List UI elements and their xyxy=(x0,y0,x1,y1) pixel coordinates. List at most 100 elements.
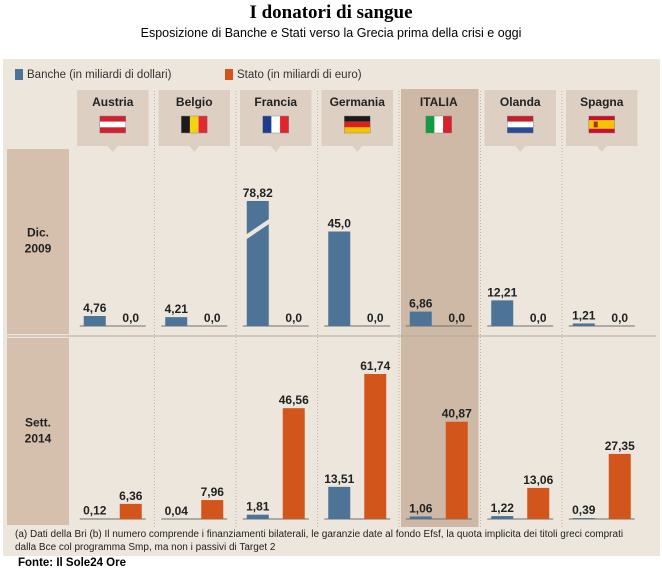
flag-austria xyxy=(99,127,126,133)
country-header-pointer xyxy=(270,146,281,152)
data-label-state: 0,0 xyxy=(204,311,221,325)
country-header-pointer xyxy=(433,146,444,152)
data-label-banks: 4,21 xyxy=(165,302,189,316)
data-label-banks: 78,82 xyxy=(243,186,273,200)
data-label-state: 13,06 xyxy=(523,473,553,487)
flag-france xyxy=(280,116,289,133)
legend-label-state: Stato (in miliardi di euro) xyxy=(237,69,362,81)
bar-banks xyxy=(572,518,595,519)
data-label-state: 0,0 xyxy=(448,311,465,325)
bar-state xyxy=(119,503,142,519)
flag-france xyxy=(262,116,272,133)
country-name: Olanda xyxy=(500,95,541,109)
data-label-state: 40,87 xyxy=(442,407,472,421)
flag-spain xyxy=(593,121,598,128)
data-label-banks: 4,76 xyxy=(83,301,107,315)
country-header-pointer xyxy=(107,146,118,152)
data-label-banks: 1,22 xyxy=(491,501,515,515)
flag-netherlands xyxy=(507,127,534,133)
bar-state xyxy=(282,408,305,519)
data-label-banks: 13,51 xyxy=(324,472,354,486)
footnote: (a) Dati della Bri (b) Il numero compren… xyxy=(15,529,624,553)
flag-germany-border xyxy=(344,115,371,134)
country-name: Austria xyxy=(92,95,134,109)
flag-italy xyxy=(425,116,435,133)
bar-banks xyxy=(491,300,514,326)
bar-banks xyxy=(165,317,188,326)
bar-banks xyxy=(246,201,269,326)
data-label-banks: 1,81 xyxy=(246,500,270,514)
bar-state xyxy=(608,453,631,519)
period-label: 2009 xyxy=(25,242,52,256)
flag-belgium xyxy=(198,116,208,133)
legend-swatch-state xyxy=(225,69,233,80)
data-label-state: 27,35 xyxy=(605,439,635,453)
data-label-state: 7,96 xyxy=(201,485,225,499)
flag-italy xyxy=(443,116,452,133)
flag-netherlands xyxy=(507,121,534,128)
bar-banks xyxy=(328,486,351,519)
flag-belgium xyxy=(189,116,199,133)
chart-panel: Dic. 2009 Sett. 2014 Banche (in miliardi di … xyxy=(3,59,660,556)
country-name: Germania xyxy=(330,95,386,109)
bar-banks xyxy=(409,516,432,519)
period-label-box xyxy=(7,338,69,525)
country-name: ITALIA xyxy=(420,95,458,109)
data-label-state: 6,36 xyxy=(119,489,143,503)
country-header-pointer xyxy=(596,146,607,152)
bar-banks xyxy=(491,516,514,519)
country-header-pointer xyxy=(189,146,200,152)
data-label-state: 61,74 xyxy=(360,359,390,373)
bar-banks xyxy=(572,323,595,326)
country-name: Belgio xyxy=(176,95,213,109)
flag-austria-border xyxy=(99,115,126,134)
source-label: Fonte: Il Sole24 Ore xyxy=(18,557,126,569)
flag-france xyxy=(271,116,281,133)
bar-state xyxy=(445,421,468,519)
flag-spain xyxy=(588,116,615,121)
flag-germany xyxy=(344,121,371,128)
period-label-box xyxy=(7,149,69,334)
flag-austria xyxy=(99,116,126,122)
country-header-pointer xyxy=(515,146,526,152)
country-header-pointer xyxy=(352,146,363,152)
bar-state xyxy=(201,500,224,519)
data-label-state: 46,56 xyxy=(279,393,309,407)
data-label-banks: 45,0 xyxy=(328,217,352,231)
data-label-state: 0,0 xyxy=(285,311,302,325)
flag-spain xyxy=(588,128,615,133)
data-label-state: 0,0 xyxy=(122,311,139,325)
data-label-state: 0,0 xyxy=(611,311,628,325)
legend-label-banks: Banche (in miliardi di dollari) xyxy=(27,69,172,81)
period-label: 2014 xyxy=(25,432,52,446)
flag-italy-border xyxy=(425,115,452,134)
data-label-banks: 0,39 xyxy=(572,503,596,517)
flag-austria xyxy=(99,121,126,128)
bar-state xyxy=(364,374,387,519)
data-label-state: 0,0 xyxy=(367,311,384,325)
data-label-state: 0,0 xyxy=(530,311,547,325)
bar-banks xyxy=(246,514,269,519)
data-label-banks: 6,86 xyxy=(409,297,433,311)
flag-spain xyxy=(588,120,615,129)
country-name: Spagna xyxy=(580,95,624,109)
data-label-banks: 0,04 xyxy=(165,504,189,518)
chart-svg: Dic. 2009 Sett. 2014 Banche (in miliardi di … xyxy=(7,69,656,527)
flag-germany xyxy=(344,116,371,122)
flag-belgium-border xyxy=(181,115,208,134)
bar-state xyxy=(527,487,550,519)
flag-belgium xyxy=(181,116,190,133)
bar-banks xyxy=(328,231,351,326)
flag-netherlands-border xyxy=(507,115,534,134)
bar-banks xyxy=(409,311,432,326)
data-label-banks: 12,21 xyxy=(487,285,517,299)
legend-swatch-banks xyxy=(15,69,23,80)
flag-france-border xyxy=(262,115,289,134)
chart-title: I donatori di sangue xyxy=(249,2,413,23)
bar-banks xyxy=(83,316,106,326)
flag-netherlands xyxy=(507,116,534,122)
flag-italy xyxy=(434,116,444,133)
flag-spain-border xyxy=(588,115,615,134)
flag-germany xyxy=(344,127,371,133)
period-label: Sett. xyxy=(25,416,51,430)
